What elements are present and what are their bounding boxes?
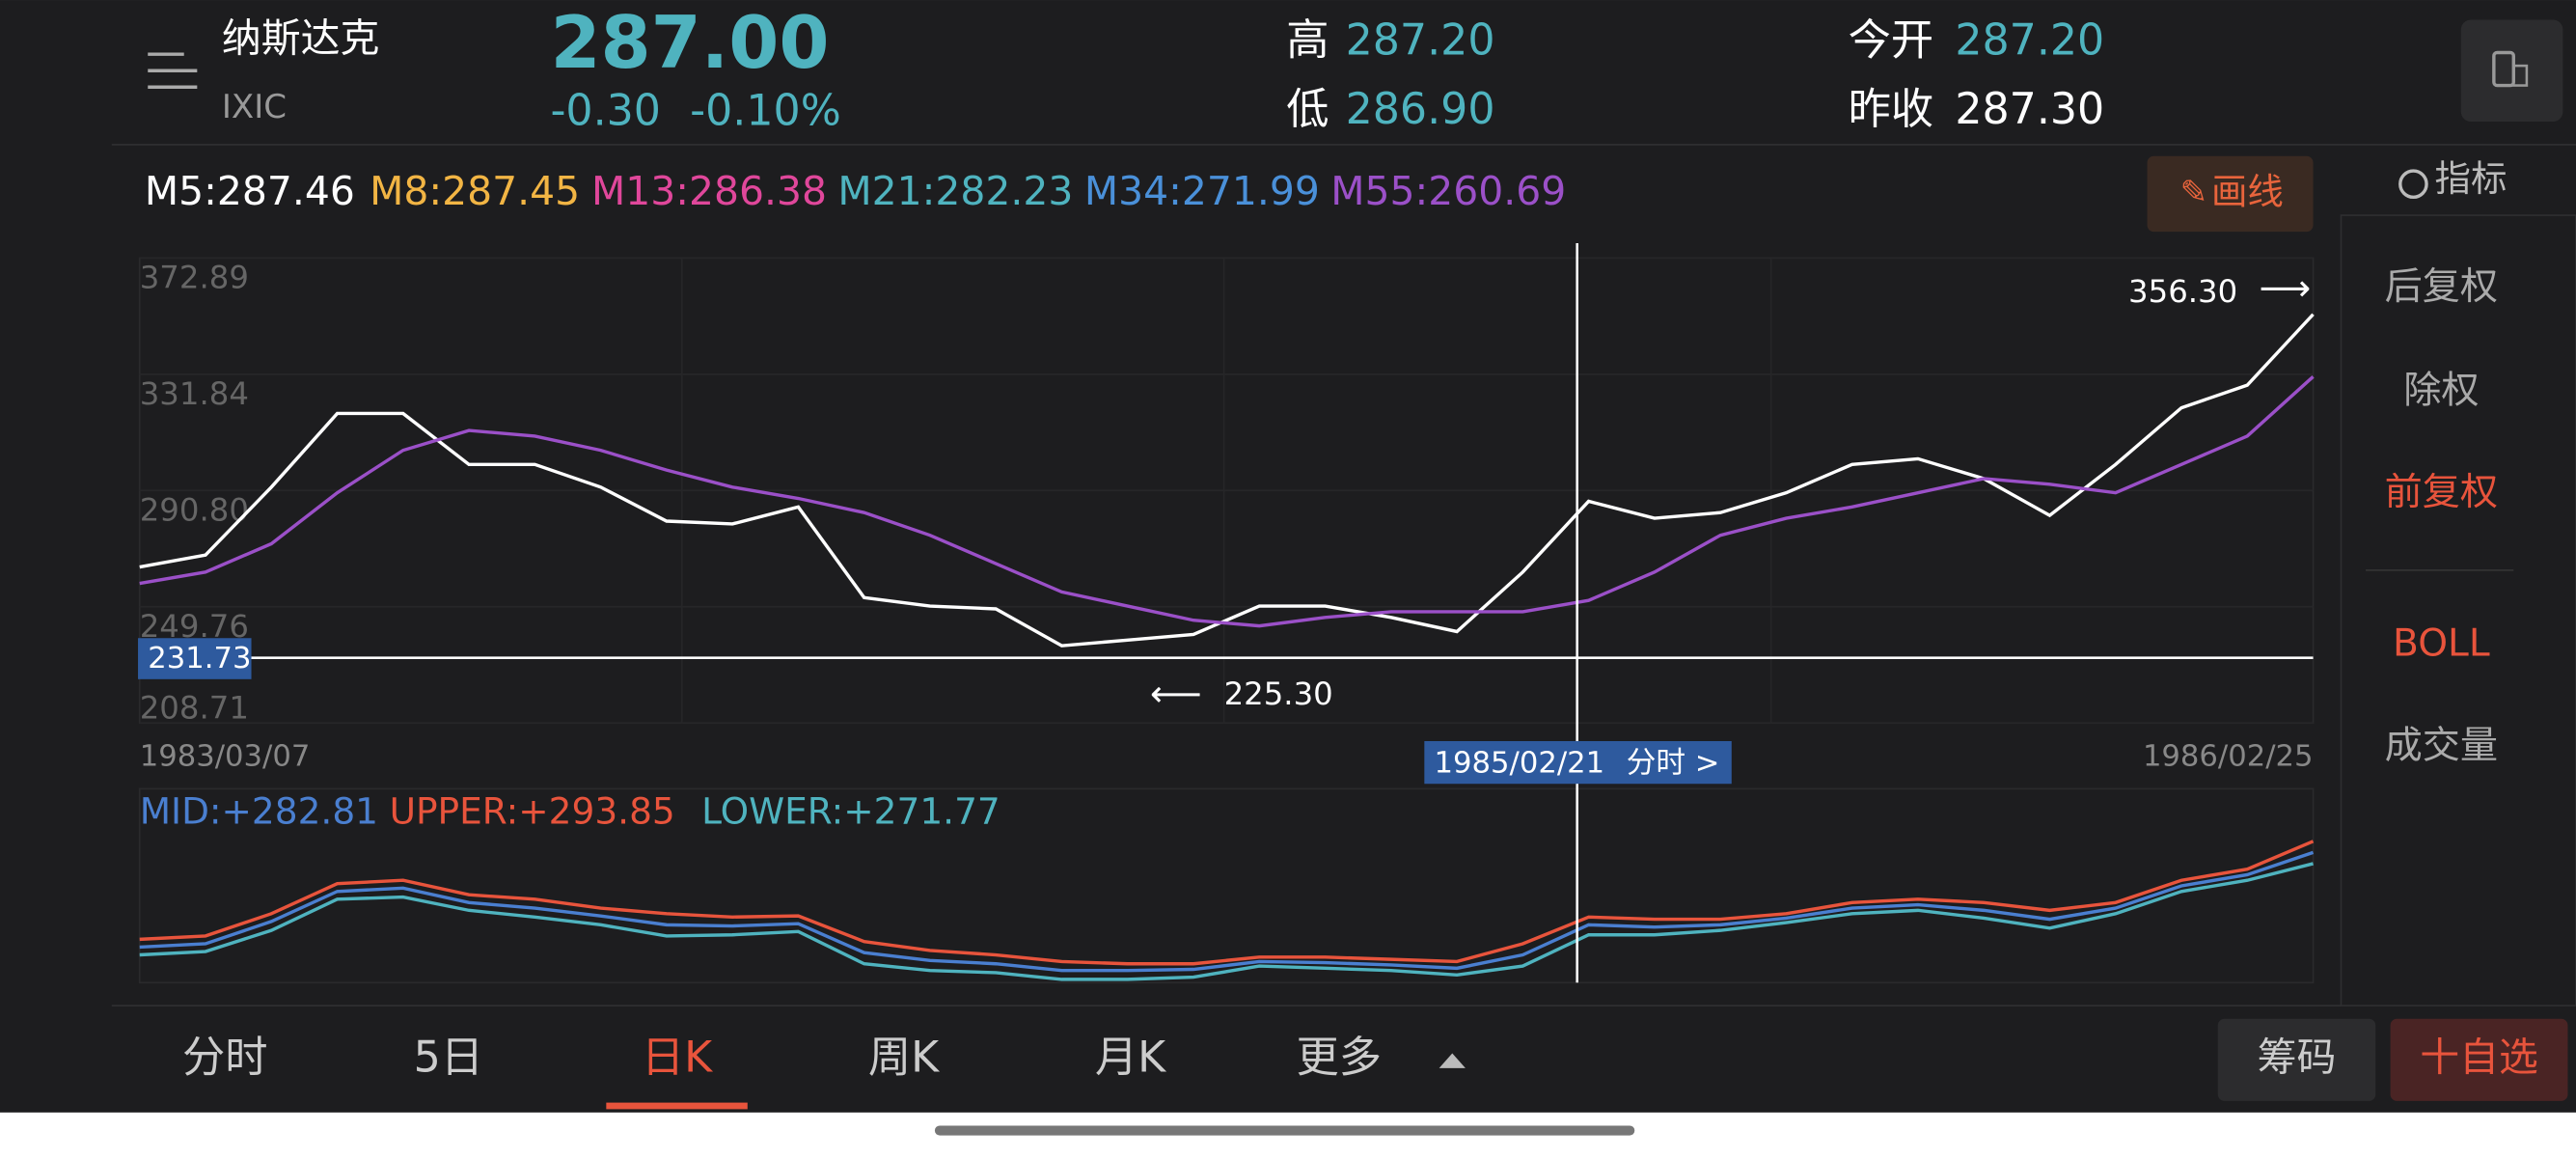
stat-value: 287.30 <box>1955 85 2104 134</box>
orientation-button[interactable] <box>2460 19 2563 123</box>
stat-label: 今开 <box>1849 15 1934 65</box>
ma-label: M55:260.69 <box>1330 168 1566 214</box>
crosshair-value-box <box>138 638 252 679</box>
price: 287.00 <box>550 0 829 85</box>
svg-text:✎: ✎ <box>2180 173 2208 211</box>
ma-label: M34:271.99 <box>1084 168 1320 214</box>
sidebar-item[interactable]: 后复权 <box>2385 265 2498 309</box>
indicator-label: 指标 <box>2435 157 2507 200</box>
series-line <box>139 862 2314 981</box>
ma-label: M8:287.45 <box>370 168 580 214</box>
series-line <box>139 840 2315 966</box>
sidebar-item[interactable]: 成交量 <box>2385 724 2498 767</box>
tab[interactable]: 日K <box>642 1033 713 1082</box>
draw-button[interactable]: ✎ 画线 <box>2147 155 2314 233</box>
tab[interactable]: 5日 <box>414 1033 483 1082</box>
tab[interactable]: 分时 <box>182 1033 268 1082</box>
x-end-label: 1986/02/25 <box>2143 740 2314 774</box>
sidebar-frame <box>2340 214 2576 1006</box>
crosshair-value: 231.73 <box>148 642 251 676</box>
y-tick-label: 208.71 <box>140 690 249 727</box>
change: -0.30 <box>550 87 661 136</box>
tab-bar: 分时 5日 日K 周K 月K 更多 <box>182 1033 1383 1110</box>
chips-button[interactable]: 筹码 <box>2217 1018 2376 1101</box>
max-label: 356.30 <box>2128 273 2237 310</box>
tab-underline <box>606 1102 748 1110</box>
ma-label: M13:286.38 <box>591 168 827 214</box>
ma-label: M5:287.46 <box>145 168 355 214</box>
draw-label: 画线 <box>2211 170 2284 212</box>
x-start-label: 1983/03/07 <box>140 740 311 774</box>
background <box>0 0 2576 1113</box>
stat-label: 昨收 <box>1849 85 1934 134</box>
tab[interactable]: 更多 <box>1297 1033 1383 1082</box>
series-line <box>139 375 2315 628</box>
max-arrow: ⟶ <box>2259 266 2311 309</box>
menu-icon[interactable] <box>148 52 198 89</box>
boll-legend: UPPER:+293.85 <box>390 789 675 832</box>
y-tick-label: 331.84 <box>140 375 249 412</box>
ma-legend: M5:287.46 M8:287.45 M13:286.38 M21:282.23 M3… <box>145 168 1566 214</box>
series-line <box>139 850 2315 973</box>
crosshair-date: 1985/02/21 <box>1435 746 1605 780</box>
indicator-button[interactable]: 指标 <box>2398 157 2507 200</box>
watchlist-label: 十自选 <box>2420 1034 2538 1080</box>
index-code: IXIC <box>222 88 287 126</box>
ma-label: M21:282.23 <box>837 168 1073 214</box>
boll-legend: MID:+282.81 <box>140 789 378 832</box>
boll-chart: MID:+282.81 UPPER:+293.85 LOWER:+271.77 <box>139 789 2315 981</box>
y-tick-label: 290.80 <box>140 491 249 528</box>
change-pct: -0.10% <box>690 87 841 136</box>
chips-label: 筹码 <box>2258 1034 2337 1080</box>
sidebar-item[interactable]: BOLL <box>2393 622 2490 666</box>
watchlist-button[interactable]: 十自选 <box>2390 1018 2568 1101</box>
series-line <box>139 313 2315 648</box>
tab[interactable]: 周K <box>868 1033 940 1082</box>
crosshair-link[interactable]: 分时 > <box>1627 746 1720 780</box>
crosshair-date-box <box>1424 740 1732 785</box>
stat-value: 287.20 <box>1955 15 2104 65</box>
stat-value: 287.20 <box>1346 15 1495 65</box>
stat-label: 高 <box>1286 15 1329 65</box>
main-chart: 372.89331.84290.80249.76208.71231.73356.… <box>138 257 2315 727</box>
home-indicator <box>934 1125 1635 1136</box>
y-tick-label: 372.89 <box>140 259 249 295</box>
stat-label: 低 <box>1286 85 1329 134</box>
sidebar-item[interactable]: 前复权 <box>2385 471 2498 514</box>
sidebar-item[interactable]: 除权 <box>2403 369 2479 412</box>
tab[interactable]: 月K <box>1095 1033 1166 1082</box>
min-arrow: ⟵ <box>1150 672 1202 714</box>
more-arrow[interactable] <box>1439 1053 1466 1068</box>
boll-legend: LOWER:+271.77 <box>701 789 1000 832</box>
boll-frame <box>138 787 2315 984</box>
stat-value: 286.90 <box>1346 85 1495 134</box>
index-name: 纳斯达克 <box>222 15 379 62</box>
min-label: 225.30 <box>1224 676 1333 712</box>
